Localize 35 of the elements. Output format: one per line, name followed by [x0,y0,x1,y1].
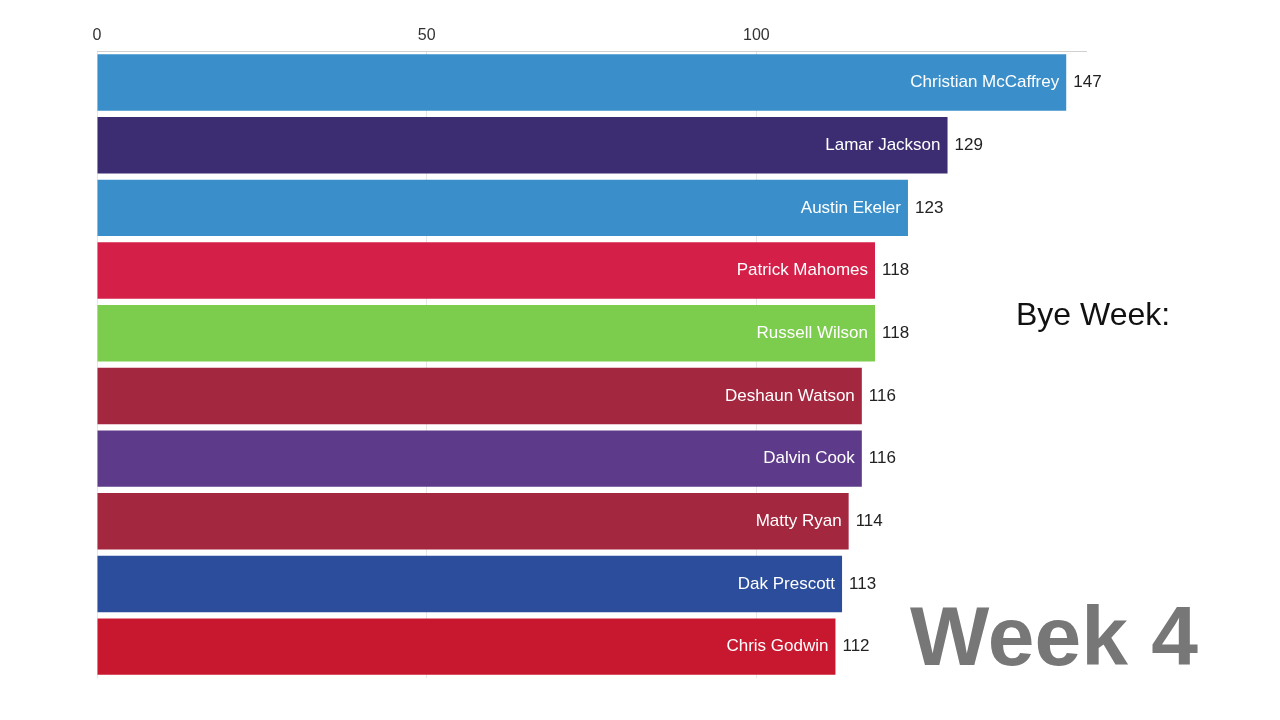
data-label: 114 [855,510,883,530]
data-label: 123 [914,197,944,217]
data-label: 147 [1073,72,1102,92]
bar [97,430,862,487]
bar [97,555,843,613]
bar [97,242,876,299]
x-tick-label: 100 [742,26,770,44]
data-label: 129 [954,134,983,154]
x-tick-label: 50 [417,26,436,44]
y-tick-label: Deshaun Watson [725,385,855,405]
data-label: 118 [882,322,910,342]
y-tick-label: Russell Wilson [756,322,869,342]
data-label: 116 [868,385,896,405]
bar [97,179,908,237]
bar [97,117,948,174]
x-tick-label: 0 [92,26,102,44]
bar [97,54,1067,111]
y-tick-label: Patrick Mahomes [736,260,869,280]
data-label: 113 [849,573,877,593]
data-label: 118 [882,260,910,280]
data-label: 116 [868,448,896,468]
y-tick-label: Dalvin Cook [763,448,856,468]
y-tick-label: Chris Godwin [726,636,829,656]
data-label: 112 [842,636,870,656]
y-tick-label: Lamar Jackson [825,134,941,154]
y-tick-label: Matty Ryan [755,510,842,530]
y-tick-label: Dak Prescott [737,573,836,593]
bar [97,493,849,550]
bar [97,367,862,425]
annotation: Week 4 [910,588,1198,685]
annotation: Bye Week: [1016,296,1171,333]
bar [97,305,876,362]
y-tick-label: Christian McCaffrey [910,72,1060,92]
y-tick-label: Austin Ekeler [800,197,902,217]
bar [97,618,836,675]
